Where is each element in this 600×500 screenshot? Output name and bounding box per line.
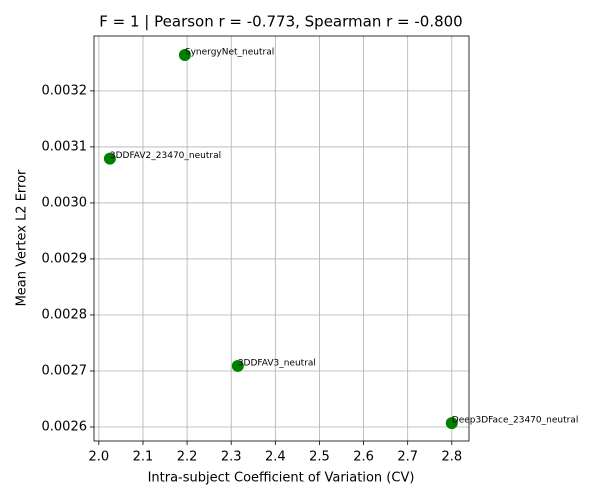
x-tick-label: 2.5 — [309, 450, 330, 465]
chart-title: F = 1 | Pearson r = -0.773, Spearman r =… — [99, 13, 462, 31]
y-tick-label: 0.0026 — [42, 419, 88, 434]
y-axis-label: Mean Vertex L2 Error — [15, 169, 30, 306]
x-tick-label: 2.1 — [133, 450, 154, 465]
x-tick-label: 2.3 — [221, 450, 242, 465]
point-label: 3DDFAV3_neutral — [238, 358, 316, 368]
point — [445, 417, 458, 430]
point — [103, 152, 116, 165]
y-tick-label: 0.0029 — [42, 251, 88, 266]
y-tick-label: 0.0030 — [42, 195, 88, 210]
point — [231, 359, 244, 372]
x-tick-label: 2.7 — [397, 450, 418, 465]
y-tick-label: 0.0027 — [42, 363, 88, 378]
x-tick-label: 2.4 — [265, 450, 286, 465]
x-tick-label: 2.2 — [177, 450, 198, 465]
x-axis-label: Intra-subject Coefficient of Variation (… — [148, 471, 415, 486]
point-label: 3DDFAV2_23470_neutral — [110, 151, 221, 161]
plot-frame — [93, 35, 470, 442]
point-label: SynergyNet_neutral — [185, 48, 274, 58]
x-tick-label: 2.8 — [441, 450, 462, 465]
x-tick-label: 2.0 — [89, 450, 110, 465]
y-tick-label: 0.0031 — [42, 139, 88, 154]
y-tick-label: 0.0032 — [42, 83, 88, 98]
y-tick-label: 0.0028 — [42, 307, 88, 322]
point-label: Deep3DFace_23470_neutral — [452, 416, 579, 426]
x-tick-label: 2.6 — [353, 450, 374, 465]
point — [178, 49, 191, 62]
